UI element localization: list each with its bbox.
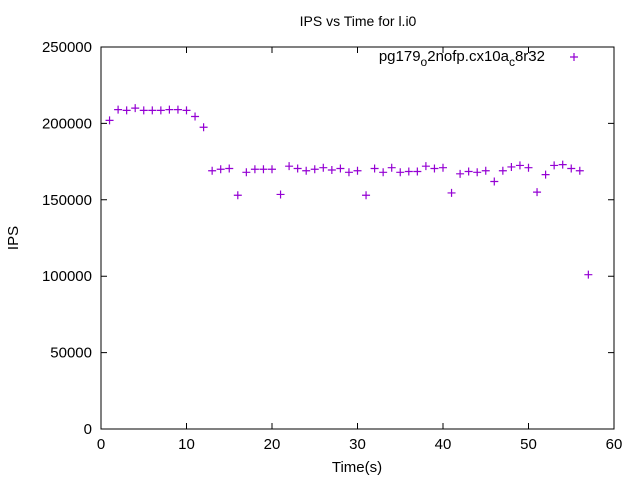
- x-axis: 0 10 20 30 40 50 60: [97, 47, 623, 453]
- data-point: [242, 168, 251, 177]
- data-point: [584, 270, 593, 279]
- plot-border: [100, 46, 615, 430]
- x-tick-label: 60: [606, 436, 623, 453]
- x-tick-label: 50: [520, 436, 537, 453]
- data-point: [293, 164, 302, 173]
- data-point: [498, 166, 507, 175]
- data-point: [439, 163, 447, 172]
- data-point: [558, 160, 567, 169]
- y-axis-label: IPS: [5, 226, 22, 250]
- x-tick-label: 10: [178, 436, 195, 453]
- data-point: [404, 167, 413, 176]
- x-tick-label: 0: [97, 436, 105, 453]
- data-point: [250, 165, 259, 174]
- data-point: [481, 166, 490, 175]
- data-point: [233, 191, 242, 200]
- data-point: [344, 168, 353, 177]
- data-point: [302, 166, 311, 175]
- data-point: [139, 106, 148, 115]
- data-point: [387, 163, 396, 172]
- data-point: [259, 165, 268, 174]
- data-point: [191, 112, 200, 121]
- legend: pg179o2nofp.cx10ac8r32: [379, 48, 578, 69]
- data-point: [507, 162, 516, 171]
- data-point: [464, 167, 473, 176]
- data-point: [310, 165, 319, 174]
- data-point: [379, 168, 388, 177]
- data-point: [148, 106, 157, 115]
- y-tick-label: 100000: [42, 268, 92, 285]
- x-tick-label: 20: [264, 436, 281, 453]
- y-tick-label: 150000: [42, 192, 92, 209]
- data-point: [122, 106, 131, 115]
- x-axis-label: Time(s): [332, 459, 382, 476]
- data-point: [447, 188, 456, 197]
- legend-marker: [570, 53, 578, 61]
- data-point: [199, 123, 208, 132]
- chart-title: IPS vs Time for l.i0: [300, 13, 417, 29]
- data-point: [216, 165, 225, 174]
- data-point: [276, 190, 285, 199]
- legend-label: pg179o2nofp.cx10ac8r32: [379, 48, 545, 69]
- data-point: [456, 169, 465, 178]
- data-point: [182, 106, 191, 115]
- data-point: [413, 167, 422, 176]
- data-point: [362, 191, 371, 200]
- y-tick-label: 0: [84, 421, 92, 438]
- data-point: [131, 104, 140, 113]
- data-point: [156, 106, 165, 115]
- data-point: [173, 105, 182, 114]
- data-point: [327, 166, 336, 175]
- x-tick-label: 30: [349, 436, 366, 453]
- data-point: [473, 168, 482, 177]
- data-point: [396, 168, 405, 177]
- data-point: [114, 105, 123, 114]
- data-point: [575, 166, 584, 175]
- data-point: [268, 165, 276, 174]
- data-point: [567, 164, 576, 173]
- data-point: [515, 161, 524, 170]
- data-point: [336, 164, 345, 173]
- y-tick-label: 200000: [42, 115, 92, 132]
- data-point: [541, 170, 550, 179]
- data-point: [533, 188, 542, 197]
- data-point: [319, 163, 328, 172]
- data-points: [105, 104, 593, 279]
- y-tick-label: 250000: [42, 39, 92, 56]
- data-point: [490, 177, 499, 186]
- x-tick-label: 40: [435, 436, 452, 453]
- data-point: [421, 162, 430, 171]
- data-point: [165, 105, 174, 114]
- data-point: [225, 164, 234, 173]
- data-point: [370, 164, 379, 173]
- data-point: [550, 161, 559, 170]
- data-point: [105, 116, 114, 125]
- data-point: [524, 163, 533, 172]
- data-point: [430, 164, 439, 173]
- y-tick-label: 50000: [50, 345, 92, 362]
- data-point: [285, 162, 294, 171]
- y-axis: 0 50000 100000 150000 200000 250000: [42, 39, 614, 438]
- data-point: [353, 166, 362, 175]
- data-point: [208, 166, 217, 175]
